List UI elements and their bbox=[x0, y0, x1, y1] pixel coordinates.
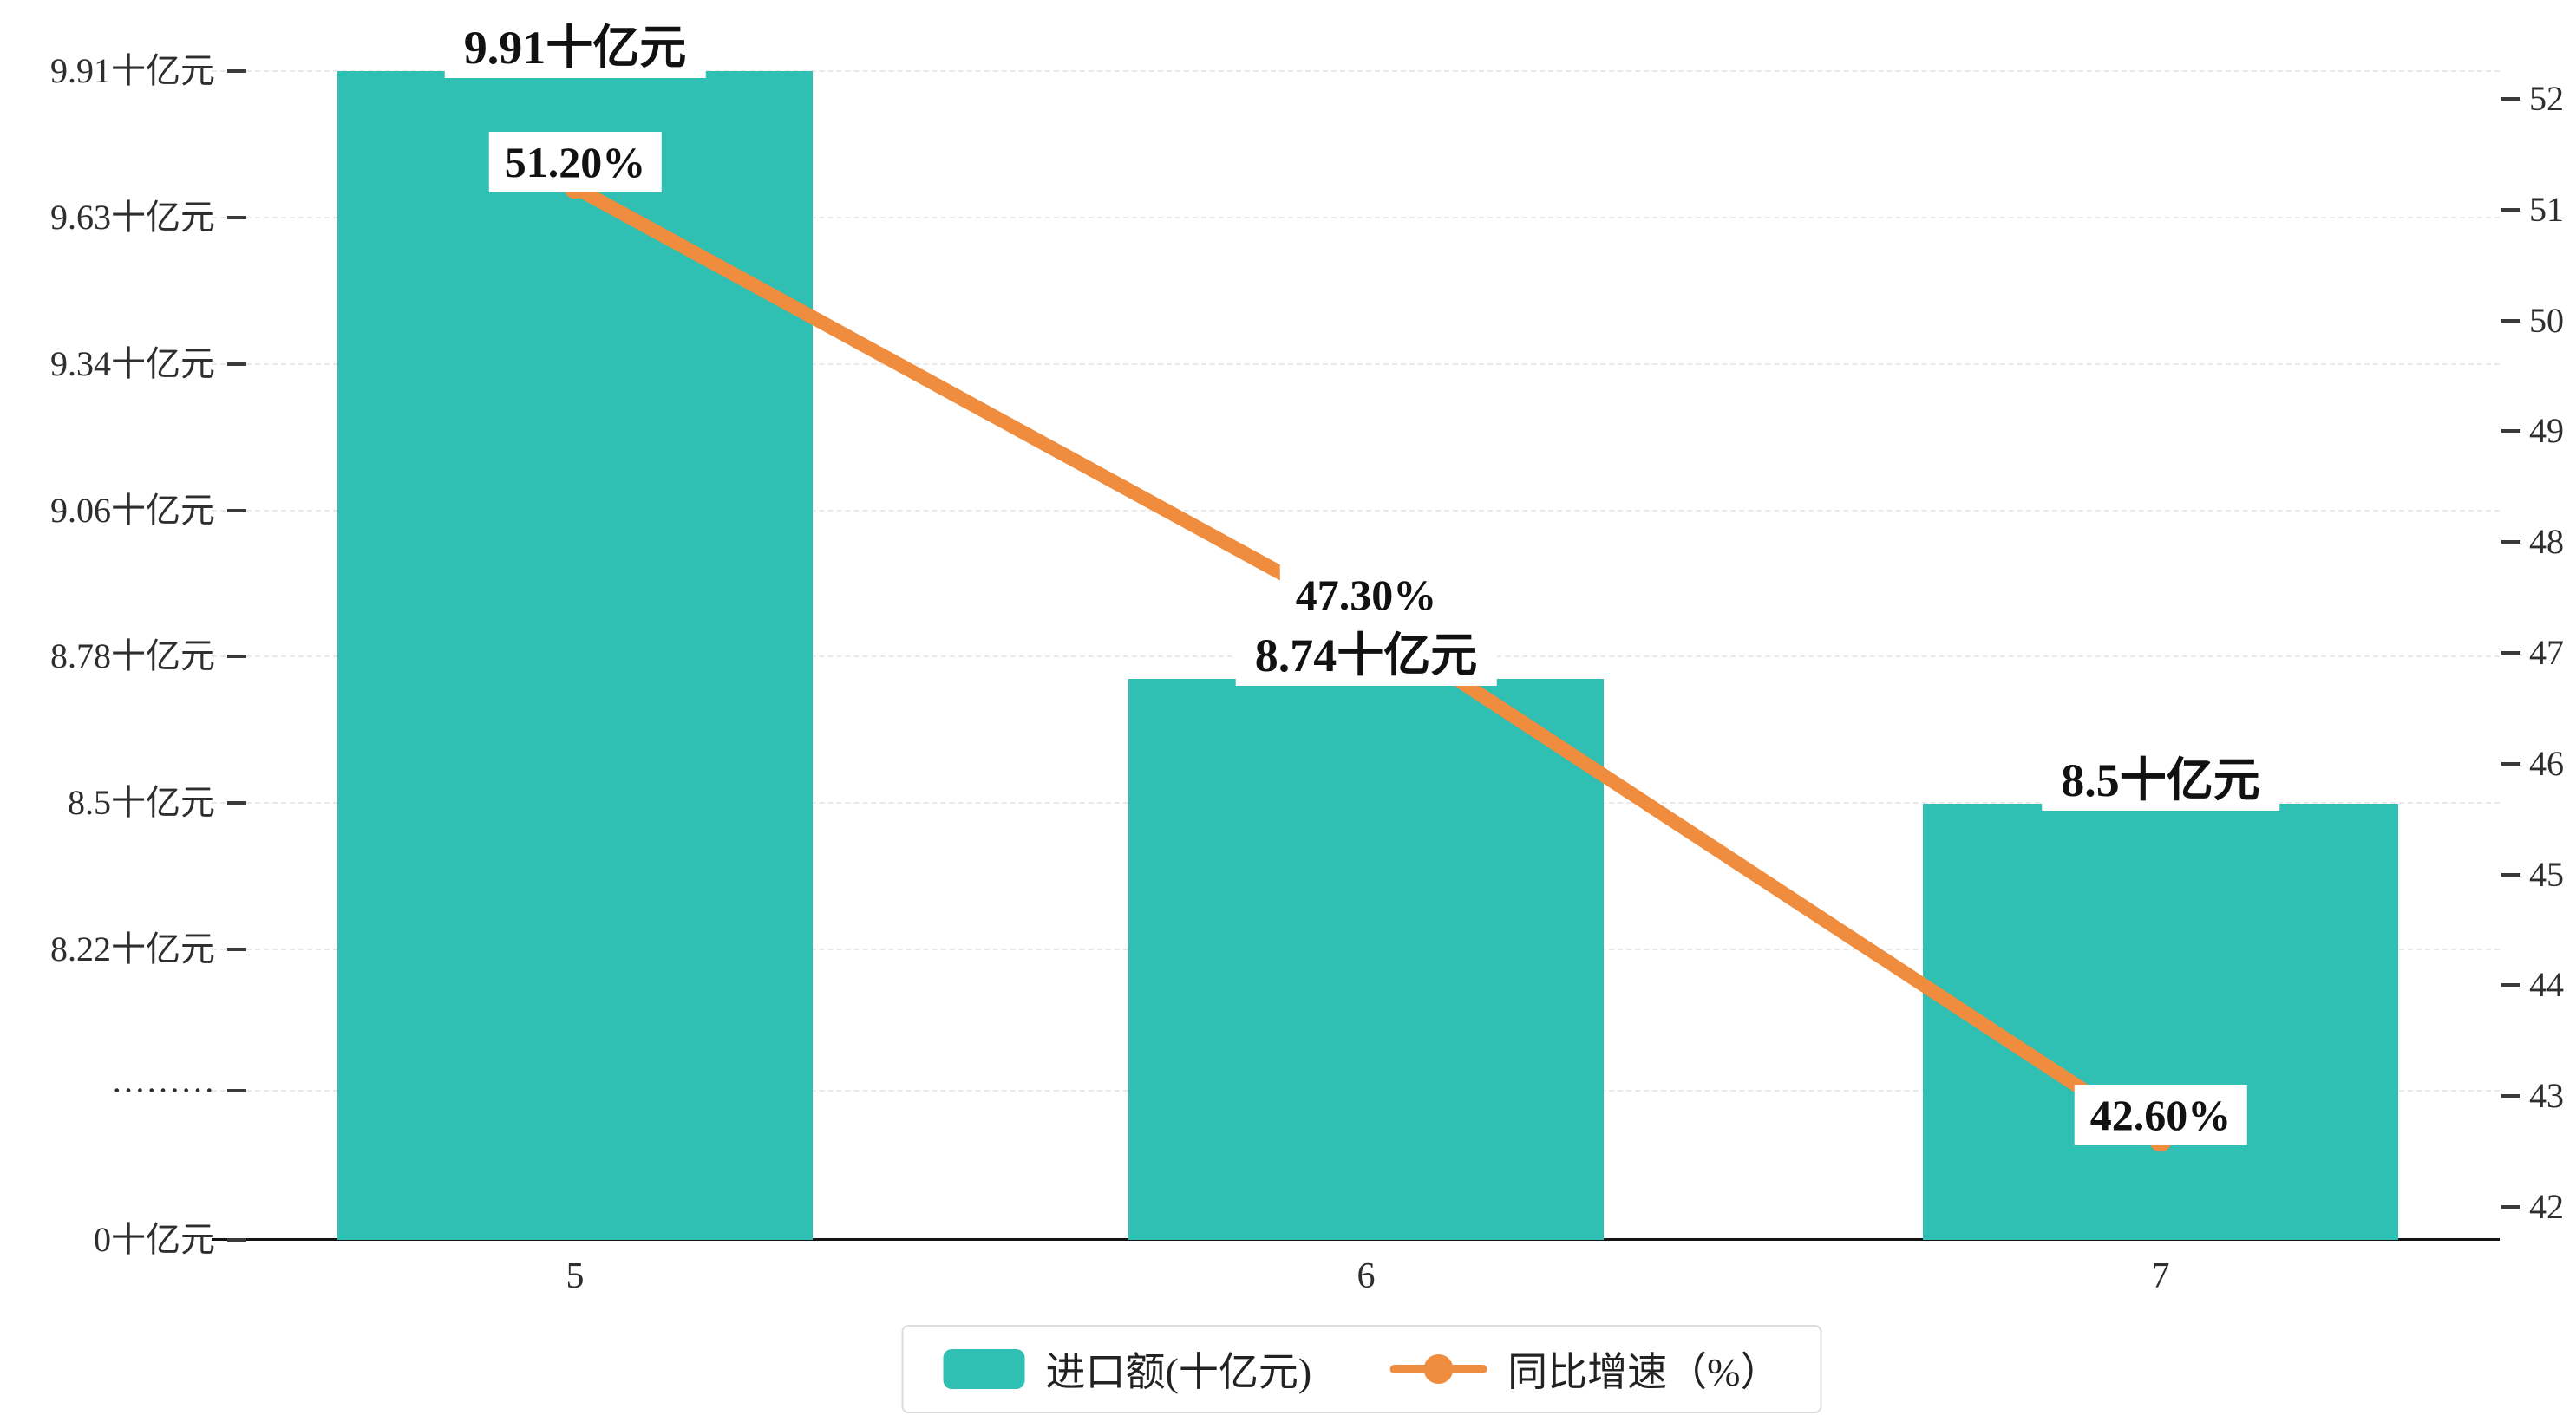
y-axis-right-label: 47 bbox=[2529, 633, 2564, 672]
y-axis-right-tick bbox=[2501, 761, 2520, 766]
x-axis-label: 5 bbox=[566, 1256, 585, 1296]
gridline bbox=[212, 70, 2500, 72]
y-axis-right-label: 48 bbox=[2529, 522, 2564, 562]
bar-import-month-5 bbox=[337, 71, 813, 1240]
y-axis-right-tick bbox=[2501, 429, 2520, 434]
y-axis-left-tick bbox=[227, 1089, 246, 1092]
y-axis-right-tick bbox=[2501, 318, 2520, 323]
y-axis-right-label: 44 bbox=[2529, 965, 2564, 1005]
growth-value-label: 51.20% bbox=[488, 132, 662, 193]
legend-label-growth: 同比增速（%） bbox=[1507, 1350, 1781, 1394]
y-axis-right-tick bbox=[2501, 872, 2520, 877]
y-axis-left-label: 8.5十亿元 bbox=[68, 783, 215, 822]
y-axis-left-label: 8.78十亿元 bbox=[50, 636, 215, 675]
y-axis-right-tick bbox=[2501, 983, 2520, 988]
legend-item-import[interactable]: 进口额(十亿元) bbox=[943, 1340, 1312, 1398]
y-axis-left-tick bbox=[227, 216, 246, 219]
gridline bbox=[212, 363, 2500, 365]
bar-import-month-7 bbox=[1923, 804, 2398, 1240]
y-axis-left-tick bbox=[227, 801, 246, 805]
y-axis-right-label: 45 bbox=[2529, 854, 2564, 894]
y-axis-right-label: 42 bbox=[2529, 1187, 2564, 1226]
gridline bbox=[212, 510, 2500, 512]
bar-series-swatch-icon bbox=[943, 1349, 1025, 1389]
line-series-swatch-icon bbox=[1389, 1354, 1487, 1384]
y-axis-right-tick bbox=[2501, 1205, 2520, 1209]
y-axis-left-tick bbox=[227, 1238, 246, 1242]
y-axis-left-label: 8.22十亿元 bbox=[50, 929, 215, 968]
y-axis-left-tick bbox=[227, 509, 246, 512]
bar-value-label: 8.74十亿元 bbox=[1235, 625, 1497, 687]
y-axis-right-label: 51 bbox=[2529, 189, 2564, 229]
y-axis-left-label: 9.06十亿元 bbox=[50, 491, 215, 530]
y-axis-right-tick bbox=[2501, 651, 2520, 655]
y-axis-right-label: 49 bbox=[2529, 411, 2564, 451]
y-axis-right-tick bbox=[2501, 540, 2520, 544]
growth-value-label: 47.30% bbox=[1279, 564, 1453, 625]
y-axis-right-tick bbox=[2501, 207, 2520, 212]
y-axis-left-label: ········· bbox=[111, 1071, 215, 1110]
y-axis-right-tick bbox=[2501, 97, 2520, 101]
growth-value-label: 42.60% bbox=[2074, 1085, 2247, 1146]
y-axis-left-tick bbox=[227, 655, 246, 658]
y-axis-right-tick bbox=[2501, 1094, 2520, 1099]
y-axis-left-tick bbox=[227, 69, 246, 73]
x-axis-label: 7 bbox=[2151, 1256, 2170, 1296]
bar-value-label: 9.91十亿元 bbox=[444, 17, 706, 78]
y-axis-right-label: 43 bbox=[2529, 1076, 2564, 1116]
y-axis-left-label: 0十亿元 bbox=[94, 1220, 215, 1259]
legend-label-import: 进口额(十亿元) bbox=[1045, 1350, 1312, 1394]
y-axis-left-tick bbox=[227, 948, 246, 951]
legend: 进口额(十亿元) 同比增速（%） bbox=[901, 1325, 1822, 1413]
y-axis-right-label: 52 bbox=[2529, 79, 2564, 118]
x-axis-label: 6 bbox=[1357, 1256, 1376, 1296]
y-axis-left-tick bbox=[227, 362, 246, 366]
line-series-dot-icon bbox=[1423, 1354, 1454, 1384]
y-axis-left-label: 9.34十亿元 bbox=[50, 344, 215, 383]
bar-import-month-6 bbox=[1128, 679, 1604, 1240]
y-axis-left-label: 9.63十亿元 bbox=[50, 198, 215, 237]
y-axis-right-label: 46 bbox=[2529, 743, 2564, 783]
y-axis-right-label: 50 bbox=[2529, 300, 2564, 340]
legend-item-growth[interactable]: 同比增速（%） bbox=[1389, 1340, 1780, 1398]
gridline bbox=[212, 217, 2500, 218]
bar-value-label: 8.5十亿元 bbox=[2042, 750, 2279, 812]
y-axis-left-label: 9.91十亿元 bbox=[50, 51, 215, 90]
